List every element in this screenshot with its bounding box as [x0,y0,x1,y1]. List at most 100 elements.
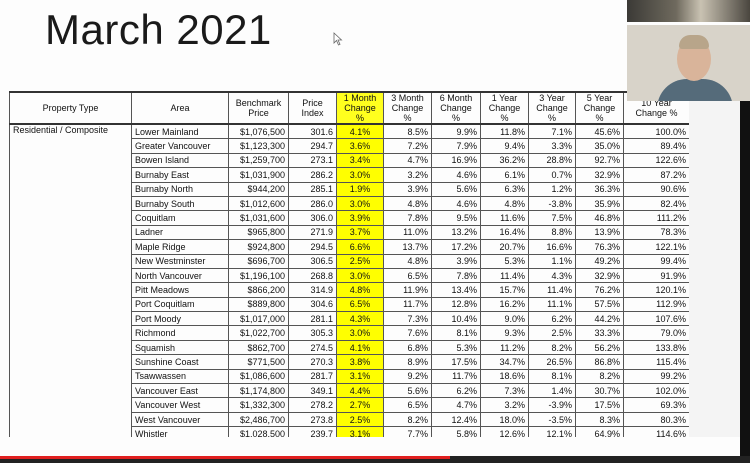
column-header: 5 Year Change % [575,91,624,125]
value-cell: $1,031,900 [228,167,289,183]
value-cell: 49.2% [575,253,624,269]
value-cell: 9.4% [480,138,529,154]
value-cell: $1,259,700 [228,152,289,169]
value-cell: $1,022,700 [228,325,289,341]
value-cell: 8.8% [528,224,576,241]
value-cell: 3.3% [528,138,576,154]
video-progress-bar[interactable] [0,456,750,463]
value-cell: 26.5% [528,354,576,370]
value-cell: 87.2% [623,167,689,183]
table-row: Port Moody $1,017,000 281.1 4.3% 7.3% 10.4% 9.… [9,311,689,327]
empty-cell [9,383,132,398]
value-cell: $944,200 [228,181,289,197]
value-cell: $1,031,600 [228,210,289,226]
empty-cell [9,153,132,168]
participant-video-2[interactable] [627,25,750,101]
table-row: Bowen Island $1,259,700 273.1 3.4% 4.7% 16.9%… [9,152,689,169]
area-cell: Port Coquitlam [131,296,229,313]
value-cell: 17.2% [431,239,481,255]
column-header: 3 Month Change % [383,91,432,125]
value-cell: 5.6% [383,383,432,399]
empty-cell [9,297,132,312]
column-header: Property Type [9,91,132,125]
mouse-cursor-icon [333,32,343,46]
table-row: Tsawwassen $1,086,600 281.7 3.1% 9.2% 11.7% 18… [9,368,689,385]
table-row: Whistler $1,028,500 239.7 3.1% 7.7% 5.8% 12.6%… [9,426,689,437]
area-cell: Tsawwassen [131,368,229,385]
value-cell: $2,486,700 [228,411,289,428]
empty-cell [9,426,132,437]
area-cell: Burnaby East [131,167,229,183]
value-cell: 114.6% [623,426,689,437]
value-cell: $1,332,300 [228,397,289,413]
value-cell: 36.3% [575,181,624,197]
value-cell: -3.5% [528,411,576,428]
value-cell: 9.2% [383,368,432,385]
value-cell: 107.6% [623,311,689,327]
value-cell: 45.6% [575,123,624,140]
empty-cell [9,412,132,427]
column-header: Price Index [288,91,337,125]
value-cell: 11.4% [480,267,529,284]
value-cell: 56.2% [575,339,624,356]
value-cell: 273.1 [288,152,337,169]
value-cell: 11.7% [383,296,432,313]
empty-cell [9,182,132,197]
table-row: West Vancouver $2,486,700 273.8 2.5% 8.2% 12.… [9,411,689,428]
value-cell: 4.6% [431,167,481,183]
value-cell: 8.5% [383,123,432,140]
value-cell: 4.8% [480,195,529,212]
value-cell: 270.3 [288,354,337,370]
area-cell: Burnaby South [131,195,229,212]
value-cell: $1,076,500 [228,123,289,140]
value-cell: 122.1% [623,239,689,255]
value-cell: 28.8% [528,152,576,169]
value-cell: 36.2% [480,152,529,169]
value-cell: 268.8 [288,267,337,284]
value-cell: 301.6 [288,123,337,140]
value-cell: 294.5 [288,239,337,255]
value-cell: 99.2% [623,368,689,385]
value-cell: 18.0% [480,411,529,428]
value-cell: 6.5% [336,296,384,313]
value-cell: 8.2% [383,411,432,428]
value-cell: 33.3% [575,325,624,341]
value-cell: 239.7 [288,426,337,437]
area-cell: North Vancouver [131,267,229,284]
slide-margin [689,91,750,437]
empty-cell [9,268,132,283]
value-cell: 69.3% [623,397,689,413]
table-row: New Westminster $696,700 306.5 2.5% 4.8% 3.9%… [9,253,689,269]
value-cell: 86.8% [575,354,624,370]
value-cell: 305.3 [288,325,337,341]
value-cell: 6.8% [383,339,432,356]
value-cell: 12.8% [431,296,481,313]
value-cell: 90.6% [623,181,689,197]
table-row: Pitt Meadows $866,200 314.9 4.8% 11.9% 13.4% 1… [9,282,689,298]
value-cell: 7.1% [528,123,576,140]
value-cell: $696,700 [228,253,289,269]
value-cell: 6.3% [480,181,529,197]
value-cell: 5.3% [480,253,529,269]
value-cell: 7.8% [431,267,481,284]
participant-video-1[interactable] [627,0,750,22]
value-cell: $1,123,300 [228,138,289,154]
value-cell: 304.6 [288,296,337,313]
value-cell: 9.9% [431,123,481,140]
value-cell: 3.9% [431,253,481,269]
empty-cell [9,239,132,255]
value-cell: 133.8% [623,339,689,356]
value-cell: 9.0% [480,311,529,327]
empty-cell [9,254,132,269]
value-cell: $1,086,600 [228,368,289,385]
value-cell: $1,174,800 [228,383,289,399]
value-cell: 4.4% [336,383,384,399]
value-cell: 5.8% [431,426,481,437]
value-cell: -3.8% [528,195,576,212]
value-cell: 4.8% [383,195,432,212]
value-cell: 92.7% [575,152,624,169]
area-cell: Bowen Island [131,152,229,169]
table-row: Vancouver East $1,174,800 349.1 4.4% 5.6% 6.2… [9,383,689,399]
value-cell: 17.5% [575,397,624,413]
